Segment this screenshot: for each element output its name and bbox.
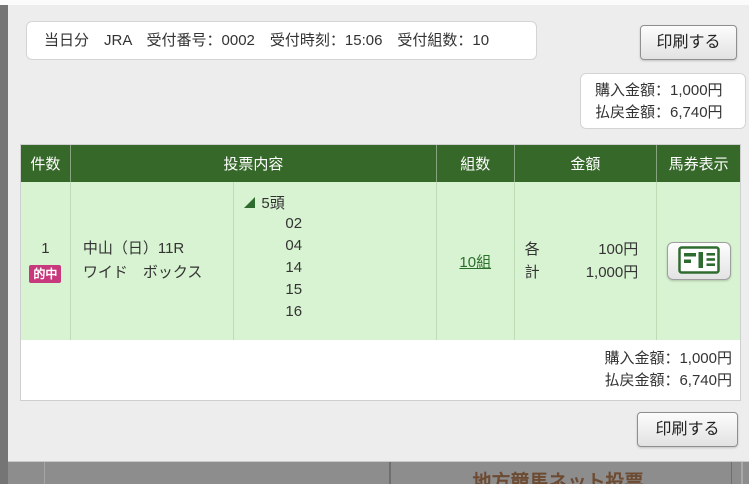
amount-each-row: 各 100円 bbox=[515, 238, 657, 261]
payout-amount-top: 払戻金額：6,740円 bbox=[595, 104, 723, 121]
horse-number: 04 bbox=[285, 237, 303, 254]
background-divider bbox=[731, 462, 732, 484]
header-count: 件数 bbox=[30, 156, 61, 173]
cell-combinations: 10組 bbox=[435, 182, 514, 340]
horse-number: 16 bbox=[285, 303, 303, 320]
header-combinations: 組数 bbox=[435, 145, 514, 182]
background-divider bbox=[389, 462, 391, 484]
row-index: 1 bbox=[41, 239, 50, 257]
amount-summary-top: 購入金額：1,000円 払戻金額：6,740円 bbox=[580, 73, 746, 129]
horse-number: 14 bbox=[285, 259, 303, 276]
cell-selections: 5頭 02 04 14 15 16 bbox=[233, 182, 435, 340]
bet-type: ワイド ボックス bbox=[82, 264, 203, 281]
purchase-amount-top: 購入金額：1,000円 bbox=[595, 82, 723, 99]
amount-each-value: 100円 bbox=[598, 241, 639, 258]
cell-race: 中山（日）11R ワイド ボックス bbox=[69, 182, 234, 340]
purchase-amount-bottom: 購入金額：1,000円 bbox=[604, 350, 732, 367]
ticket-display-button[interactable] bbox=[666, 242, 731, 280]
top-edge-strip bbox=[0, 0, 749, 5]
background-divider bbox=[44, 462, 45, 484]
header-bet-content: 投票内容 bbox=[69, 145, 436, 182]
table-header-row: 件数 投票内容 組数 金額 馬券表示 bbox=[21, 145, 740, 182]
table-footer-summary: 購入金額：1,000円 払戻金額：6,740円 bbox=[21, 340, 740, 400]
dimmed-page-left-edge bbox=[0, 5, 8, 484]
horse-number: 02 bbox=[285, 215, 303, 232]
selection-count: 5頭 bbox=[261, 194, 285, 212]
receipt-dialog: 当日分 JRA 受付番号：0002 受付時刻：15:06 受付組数：10 印刷す… bbox=[8, 5, 749, 462]
background-divider bbox=[741, 462, 743, 484]
selection-header-line: 5頭 bbox=[244, 191, 435, 213]
amount-total-row: 計 1,000円 bbox=[515, 261, 657, 284]
cell-amount: 各 100円 計 1,000円 bbox=[513, 182, 657, 340]
header-ticket-display: 馬券表示 bbox=[656, 145, 740, 182]
combinations-link[interactable]: 10組 bbox=[459, 253, 492, 271]
hit-badge: 的中 bbox=[29, 264, 62, 283]
cell-ticket-display bbox=[656, 182, 740, 340]
header-amount: 金額 bbox=[513, 145, 657, 182]
payout-amount-bottom: 払戻金額：6,740円 bbox=[604, 372, 732, 389]
bet-result-table: 件数 投票内容 組数 金額 馬券表示 1 的中 中山（日）11R ワイド ボック… bbox=[20, 144, 741, 401]
print-button-top[interactable]: 印刷する bbox=[640, 25, 737, 60]
cell-count: 1 的中 bbox=[21, 182, 70, 340]
race-name: 中山（日）11R bbox=[82, 240, 185, 257]
background-page-title: 地方競馬ネット投票 bbox=[472, 472, 644, 484]
receipt-info-bar: 当日分 JRA 受付番号：0002 受付時刻：15:06 受付組数：10 bbox=[26, 21, 537, 60]
print-button-bottom[interactable]: 印刷する bbox=[637, 412, 738, 447]
betting-ticket-icon bbox=[677, 245, 720, 277]
dimmed-background-page: 地方競馬ネット投票 bbox=[8, 462, 749, 484]
triangle-lower-right-icon bbox=[244, 196, 256, 208]
amount-total-value: 1,000円 bbox=[585, 264, 639, 281]
table-row: 1 的中 中山（日）11R ワイド ボックス 5頭 02 04 14 15 16 bbox=[21, 182, 740, 340]
horse-number: 15 bbox=[285, 281, 303, 298]
amount-total-label: 計 bbox=[524, 264, 540, 281]
receipt-info-text: 当日分 JRA 受付番号：0002 受付時刻：15:06 受付組数：10 bbox=[44, 32, 490, 49]
amount-each-label: 各 bbox=[524, 241, 540, 258]
